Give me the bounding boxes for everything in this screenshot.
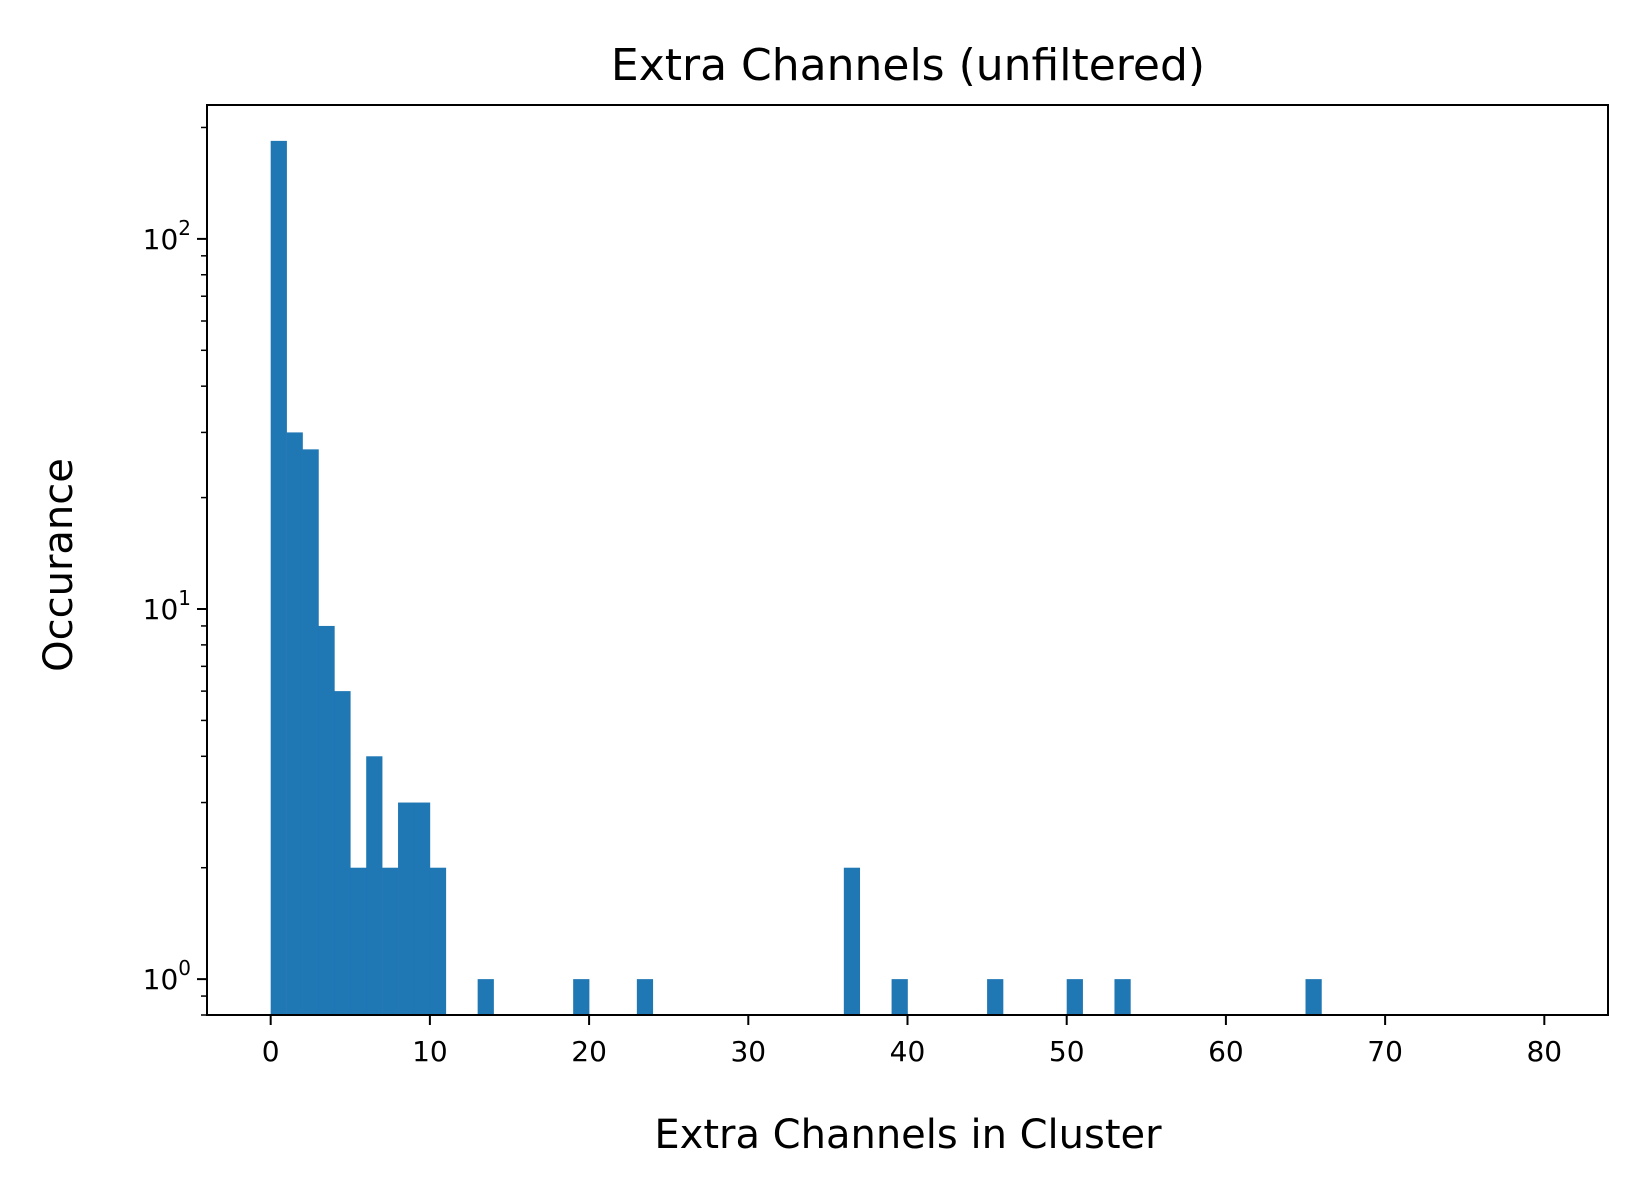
histogram-bar-7	[382, 867, 399, 1015]
x-tick-label: 40	[890, 1035, 926, 1068]
histogram-bar-23	[636, 979, 654, 1015]
plot-frame	[206, 104, 1609, 1016]
histogram-bar-8	[398, 802, 415, 1015]
histogram-bar-45	[987, 979, 1004, 1015]
histogram-bar-13	[477, 979, 494, 1015]
histogram-bar-9	[413, 802, 431, 1015]
histogram-bar-65	[1305, 979, 1322, 1015]
x-tick-label: 30	[730, 1035, 766, 1068]
histogram-bar-0	[270, 140, 287, 1016]
x-tick-label: 50	[1049, 1035, 1085, 1068]
x-tick-label: 80	[1526, 1035, 1562, 1068]
x-tick-label: 10	[412, 1035, 448, 1068]
x-tick-label: 60	[1208, 1035, 1244, 1068]
x-tick-label: 70	[1367, 1035, 1403, 1068]
histogram-bar-4	[334, 691, 351, 1015]
y-axis-label: Occurance	[36, 458, 82, 672]
histogram-bar-50	[1066, 979, 1083, 1015]
histogram-bar-19	[573, 979, 590, 1015]
x-ticks-group: 0 10 20 30 40 50 60 70 80	[262, 1015, 1562, 1068]
histogram-bar-10	[429, 867, 447, 1015]
histogram-bar-5	[350, 867, 367, 1015]
histogram-bar-36	[843, 867, 861, 1015]
histogram-bar-6	[366, 756, 383, 1015]
y-tick-label: 100	[143, 956, 191, 996]
x-tick-label: 0	[262, 1035, 280, 1068]
y-tick-label: 101	[143, 586, 191, 626]
x-tick-label: 20	[571, 1035, 607, 1068]
bars-group	[270, 140, 1322, 1016]
x-axis-label: Extra Channels in Cluster	[654, 1112, 1162, 1158]
y-tick-label: 102	[143, 216, 191, 256]
chart-title: Extra Channels (unfiltered)	[611, 40, 1205, 91]
histogram-bar-1	[286, 432, 303, 1015]
histogram-bar-39	[891, 979, 908, 1015]
histogram-bar-3	[318, 625, 335, 1015]
y-ticks-group: 100 101 102	[143, 126, 207, 1016]
histogram-bar-53	[1114, 979, 1131, 1015]
histogram-bar-2	[302, 449, 319, 1015]
